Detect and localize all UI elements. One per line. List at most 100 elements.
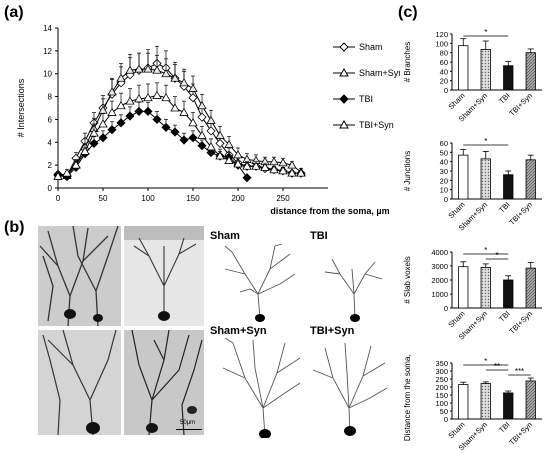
y-tick-label: 300	[435, 367, 448, 376]
y-tick-label: 150	[435, 391, 448, 400]
micrograph-sham	[38, 226, 121, 326]
data-point	[179, 107, 189, 116]
data-point	[251, 161, 261, 170]
y-tick-label: 40	[440, 67, 448, 76]
y-tick-label: 100	[435, 39, 448, 48]
y-tick-label: 50	[440, 407, 448, 416]
data-point	[206, 115, 216, 124]
data-point	[143, 106, 153, 116]
data-point	[161, 122, 171, 132]
legend-marker	[339, 94, 349, 104]
micrograph-tbi-syn-image	[124, 330, 204, 435]
category-label: TBI	[497, 420, 512, 435]
y-tick-label: 4	[48, 138, 53, 147]
data-point	[233, 150, 243, 159]
data-point	[53, 171, 63, 180]
legend-marker	[339, 42, 349, 52]
data-point	[161, 68, 171, 78]
significance-label: *	[484, 28, 487, 37]
data-point	[233, 159, 243, 168]
y-tick-label: 10	[440, 186, 448, 195]
y-tick-label: 80	[440, 49, 448, 58]
bar	[503, 392, 514, 420]
bar	[458, 266, 469, 309]
data-point	[188, 93, 198, 103]
data-point	[125, 111, 135, 121]
bar	[503, 65, 514, 91]
y-tick-label: 100	[435, 399, 448, 408]
data-point	[143, 92, 153, 102]
y-tick-label: 50	[440, 148, 448, 157]
series-line	[57, 68, 302, 178]
category-label: Sham	[446, 309, 466, 329]
y-tick-label: 200	[435, 383, 448, 392]
significance-label: ***	[515, 367, 524, 376]
data-point	[269, 156, 279, 166]
category-label: TBI+Syn	[507, 309, 534, 336]
data-point	[287, 168, 297, 177]
micrograph-sham-syn	[38, 330, 121, 435]
data-point	[152, 65, 162, 74]
series-Sham+Syn	[53, 52, 306, 180]
data-point	[206, 148, 216, 158]
data-point	[107, 107, 117, 116]
data-point	[188, 83, 198, 92]
data-point	[170, 127, 180, 137]
category-label: TBI	[497, 200, 512, 215]
bar	[480, 266, 491, 309]
data-point	[278, 166, 288, 175]
data-point	[170, 73, 180, 82]
data-point	[179, 78, 189, 87]
data-point	[62, 168, 72, 177]
x-tick-label: 100	[141, 194, 155, 203]
data-point	[215, 151, 225, 160]
data-point	[215, 138, 225, 148]
data-point	[242, 173, 252, 183]
y-tick-label: 0	[444, 415, 448, 424]
y-tick-label: 250	[435, 375, 448, 384]
y-axis-label: # Junctions	[403, 151, 412, 191]
data-point	[170, 103, 180, 112]
category-label: TBI	[497, 91, 512, 106]
y-tick-label: 4000	[431, 248, 448, 257]
data-point	[80, 146, 90, 155]
significance-label: *	[484, 357, 487, 366]
y-tick-label: 1000	[431, 290, 448, 299]
series-Sham	[53, 45, 306, 180]
significance-label: *	[484, 246, 487, 255]
significance-label: *	[484, 137, 487, 146]
y-tick-label: 40	[440, 158, 448, 167]
tracing-title-tbi: TBI	[310, 230, 328, 242]
data-point	[197, 141, 207, 151]
legend-label: TBI	[359, 94, 373, 104]
data-point	[188, 118, 198, 127]
tracing-sham-syn	[222, 338, 301, 438]
legend-label: TBI+Syn	[359, 120, 394, 130]
y-tick-label: 0	[444, 195, 448, 204]
tracing-title-sham: Sham	[210, 230, 240, 242]
x-tick-label: 50	[99, 194, 108, 203]
data-point	[197, 112, 207, 122]
bar	[525, 267, 536, 309]
tracing-title-sham-syn: Sham+Syn	[210, 325, 267, 337]
series-line	[57, 62, 301, 176]
tracing-sham	[224, 244, 296, 322]
y-tick-label: 20	[440, 77, 448, 86]
y-tick-label: 3000	[431, 262, 448, 271]
data-point	[89, 128, 99, 137]
data-point	[116, 118, 126, 128]
bar	[503, 174, 514, 200]
data-point	[224, 155, 234, 164]
data-point	[107, 125, 117, 135]
data-point	[161, 92, 171, 102]
x-tick-label: 200	[231, 194, 245, 203]
data-point	[116, 100, 126, 110]
category-label: Sham	[446, 200, 466, 220]
bar	[458, 154, 469, 200]
data-point	[71, 160, 81, 169]
data-point	[269, 164, 279, 174]
category-label: Sham	[446, 91, 466, 111]
data-point	[215, 130, 225, 139]
bar	[458, 45, 469, 91]
bar	[480, 48, 491, 91]
